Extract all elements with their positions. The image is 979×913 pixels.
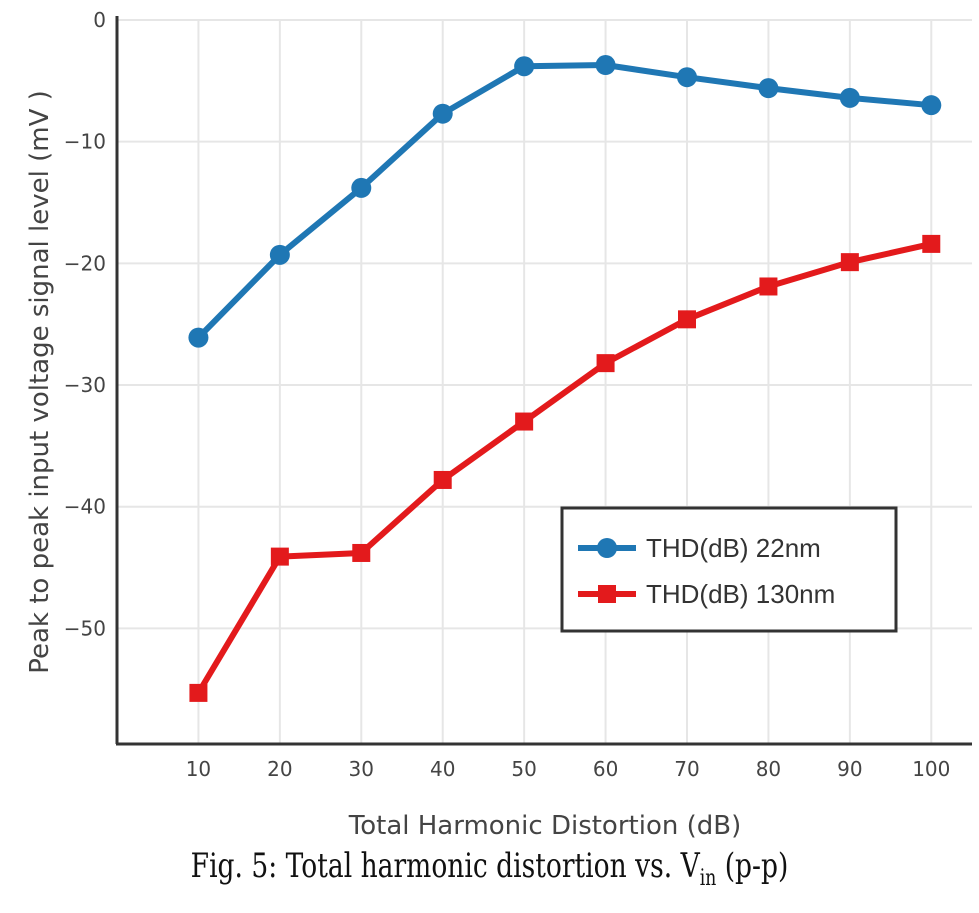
x-tick-label: 20: [267, 757, 292, 781]
tick-labels: 10 20 30 40 50 60 70 80 90 100 0 −10 −20 −30 −40 −50: [64, 8, 951, 781]
x-tick-label: 80: [756, 757, 781, 781]
x-tick-label: 100: [912, 757, 950, 781]
series-point-1: [921, 95, 942, 116]
series-point-2: [515, 412, 534, 431]
series-point-2: [596, 354, 615, 373]
caption-subscript: in: [699, 865, 717, 891]
legend: THD(dB) 22nm THD(dB) 130nm: [560, 506, 898, 633]
series-point-1: [758, 78, 779, 99]
y-tick-label: 0: [93, 8, 106, 32]
legend-box: [560, 506, 898, 633]
x-tick-label: 10: [186, 757, 211, 781]
caption-prefix: Fig. 5: Total harmonic distortion vs. V: [190, 846, 700, 886]
series-point-2: [433, 470, 452, 489]
axes: [115, 16, 972, 746]
y-tick-label: −20: [64, 251, 106, 275]
x-tick-label: 70: [674, 757, 699, 781]
grid-lines: [117, 19, 972, 744]
series-point-2: [922, 234, 941, 253]
series-point-1: [677, 67, 697, 88]
series-point-1: [839, 87, 860, 108]
series-line-2: [195, 240, 935, 696]
series-point-2: [678, 310, 696, 329]
chart: 10 20 30 40 50 60 70 80 90 100 0 −10 −20 −30 −40 −50 TH…: [25, 8, 972, 841]
series-point-1: [514, 56, 535, 77]
series-point-1: [351, 177, 372, 198]
y-tick-label: −40: [64, 495, 106, 519]
y-axis-title: Peak to peak input voltage signal level …: [25, 90, 55, 674]
legend-label-1: THD(dB) 22nm: [646, 533, 821, 563]
legend-label-2: THD(dB) 130nm: [646, 579, 835, 609]
series-point-1: [188, 327, 209, 348]
figure-caption: Fig. 5: Total harmonic distortion vs. Vi…: [108, 846, 872, 891]
x-tick-label: 90: [837, 757, 862, 781]
caption-suffix: (p-p): [716, 846, 789, 886]
y-tick-label: −10: [64, 130, 106, 154]
series-point-1: [269, 244, 290, 265]
x-tick-label: 50: [511, 757, 536, 781]
series-point-2: [352, 543, 371, 562]
y-tick-label: −50: [64, 616, 106, 640]
series-point-1: [595, 55, 616, 76]
series-point-2: [189, 683, 208, 702]
legend-marker-2: [598, 585, 616, 603]
data-series: [188, 55, 942, 702]
legend-marker-1: [597, 538, 617, 558]
series-point-1: [432, 103, 453, 124]
x-tick-label: 40: [430, 757, 455, 781]
x-tick-label: 30: [349, 757, 374, 781]
series-line-1: [195, 62, 935, 341]
y-tick-label: −30: [64, 373, 106, 397]
series-point-2: [270, 547, 289, 566]
series-point-2: [759, 277, 778, 296]
series-point-2: [840, 253, 859, 272]
x-tick-label: 60: [593, 757, 618, 781]
x-axis-title: Total Harmonic Distortion (dB): [348, 811, 741, 841]
